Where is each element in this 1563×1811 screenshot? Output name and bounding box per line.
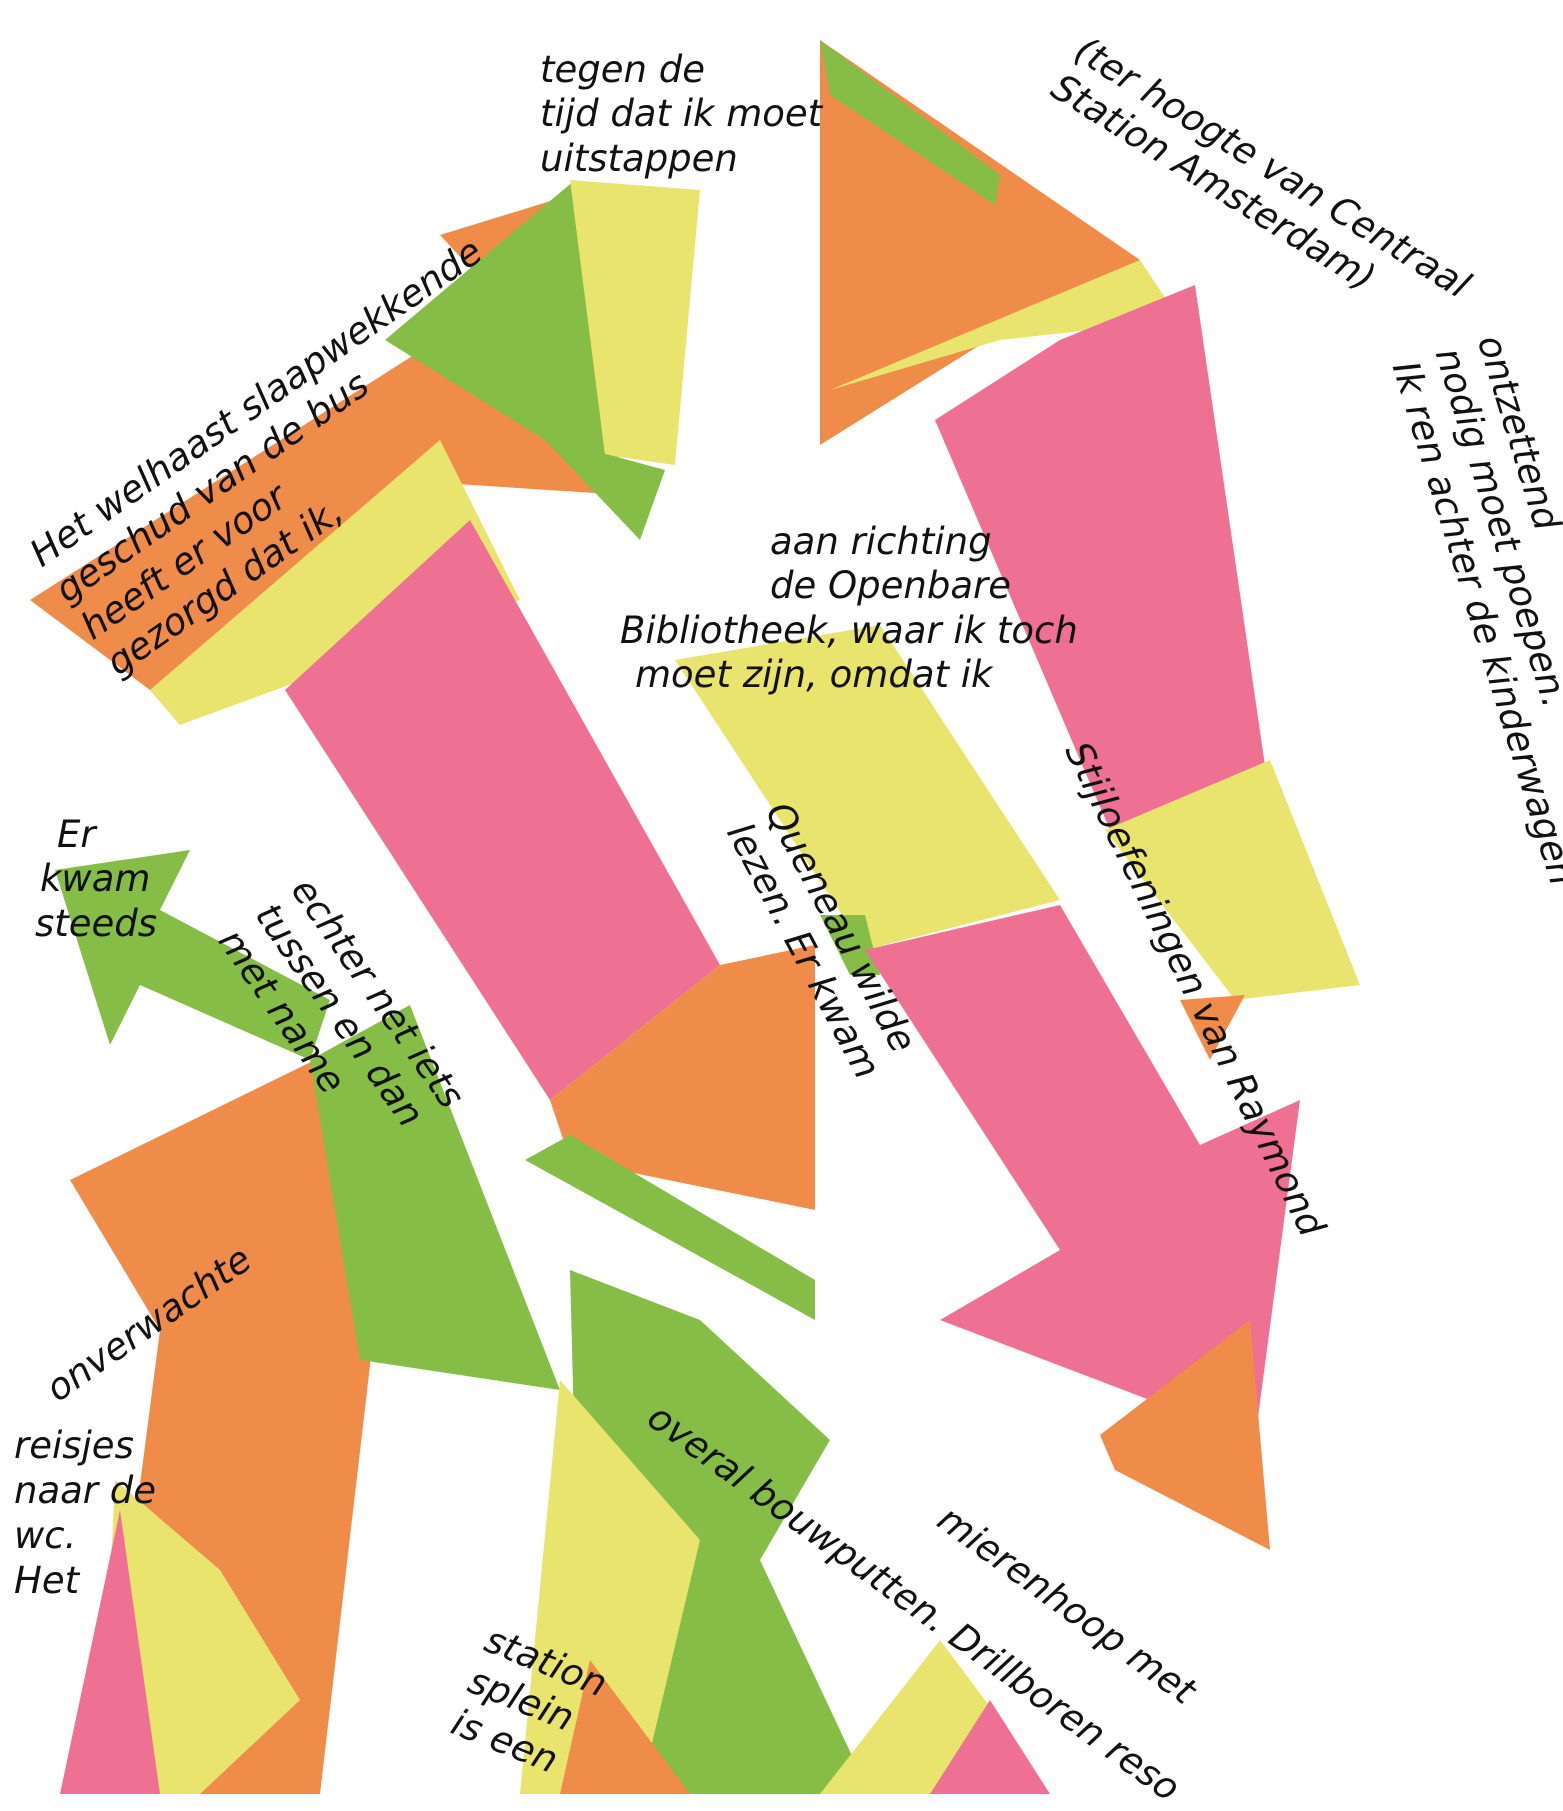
- text-line: reisjes: [14, 1424, 134, 1467]
- pink-paper-shape: [60, 1510, 160, 1794]
- text-line: uitstappen: [540, 136, 738, 180]
- text-aan-richting: aan richting de Openbare Bibliotheek, wa…: [620, 520, 1078, 698]
- green-paper-shape: [310, 1005, 560, 1390]
- pink-paper-shape: [930, 1700, 1050, 1794]
- yellow-paper-shape: [830, 260, 1180, 390]
- yellow-paper-shape: [570, 180, 700, 465]
- yellow-paper-shape: [675, 625, 1060, 950]
- text-line: kwam: [40, 857, 151, 901]
- pink-paper-shape: [865, 905, 1300, 1440]
- text-reisjes: reisjes naar de wc. Het: [14, 1423, 156, 1604]
- green-paper-shape: [55, 850, 330, 1060]
- text-er-kwam-steeds: Er kwam steeds: [35, 813, 157, 946]
- text-line: aan richting: [770, 520, 992, 563]
- pink-paper-shape: [285, 520, 720, 1100]
- text-line: de Openbare: [770, 564, 1011, 608]
- text-line: Bibliotheek, waar ik toch: [620, 608, 1078, 652]
- yellow-paper-shape: [100, 1480, 300, 1794]
- text-line: Er: [57, 813, 96, 856]
- yellow-paper-shape: [150, 440, 520, 725]
- green-paper-shape: [820, 915, 880, 975]
- green-paper-shape: [820, 40, 1000, 205]
- text-line: Het: [14, 1559, 80, 1603]
- text-line: steeds: [35, 901, 158, 945]
- green-paper-shape: [525, 1135, 815, 1320]
- orange-paper-shape: [550, 945, 815, 1210]
- yellow-paper-shape: [1105, 760, 1360, 1000]
- pink-paper-shape: [935, 285, 1270, 830]
- text-line: tijd dat ik moet: [540, 92, 823, 136]
- orange-paper-shape: [1100, 1320, 1270, 1550]
- orange-paper-shape: [1180, 995, 1245, 1060]
- green-paper-shape: [385, 180, 610, 455]
- orange-paper-shape: [560, 1660, 690, 1794]
- text-line: tegen de: [540, 48, 705, 91]
- text-line: moet zijn, omdat ik: [635, 653, 993, 697]
- text-line: naar de: [14, 1469, 157, 1513]
- green-paper-shape: [545, 440, 665, 540]
- yellow-paper-shape: [520, 1380, 700, 1794]
- text-tegen-de-tijd: tegen de tijd dat ik moet uitstappen: [540, 48, 822, 181]
- text-line: wc.: [14, 1514, 77, 1558]
